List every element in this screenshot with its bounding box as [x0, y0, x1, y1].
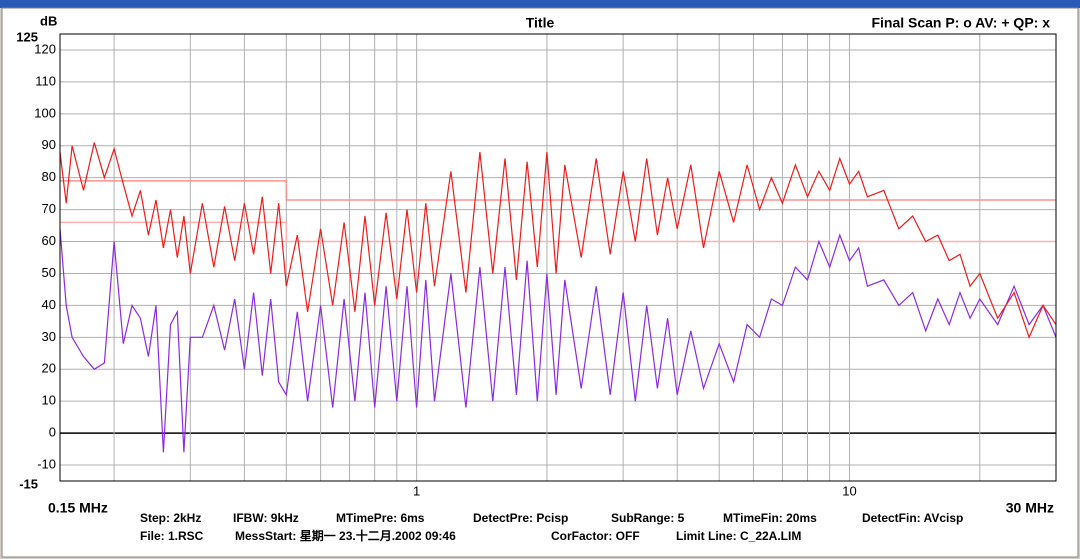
footer-info: IFBW: 9kHz [233, 511, 299, 525]
trace [59, 142, 1057, 339]
chart-title: Title [526, 15, 555, 31]
y-tick-label: 125 [16, 29, 38, 44]
y-tick-label: 50 [42, 265, 56, 280]
footer-info: MTimeFin: 20ms [723, 511, 817, 525]
y-tick-label: -15 [19, 476, 38, 491]
y-tick-label: 30 [42, 329, 56, 344]
footer-info: DetectFin: AVcisp [862, 511, 963, 525]
footer-info: SubRange: 5 [611, 511, 685, 525]
title-bar [0, 0, 1080, 8]
y-tick-label: -10 [37, 456, 56, 471]
footer-info: MTimePre: 6ms [336, 511, 425, 525]
y-tick-label: 40 [42, 297, 56, 312]
footer-info: CorFactor: OFF [551, 529, 640, 543]
limit-line [60, 180, 1056, 201]
y-tick-label: 90 [42, 137, 56, 152]
y-tick-label: 120 [34, 41, 56, 56]
y-tick-label: 10 [42, 393, 56, 408]
footer-info: Limit Line: C_22A.LIM [676, 529, 801, 543]
x-tick-label: 1 [413, 483, 420, 498]
trace [59, 228, 1057, 453]
footer-info: DetectPre: Pcisp [473, 511, 568, 525]
footer-info: Step: 2kHz [140, 511, 201, 525]
x-tick-label: 30 MHz [1006, 500, 1054, 516]
limit-line [60, 221, 1056, 243]
plot-area [60, 34, 1056, 481]
footer-info: File: 1.RSC [140, 529, 204, 543]
y-axis-label: dB [40, 13, 57, 28]
plot-frame [59, 33, 1057, 482]
y-tick-label: 100 [34, 105, 56, 120]
y-tick-label: 60 [42, 233, 56, 248]
footer-info: MessStart: 星期一 23.十二月.2002 09:46 [235, 528, 456, 543]
y-tick-label: 20 [42, 361, 56, 376]
y-tick-label: 80 [42, 169, 56, 184]
x-tick-label: 10 [842, 483, 856, 498]
y-tick-label: 110 [35, 73, 56, 88]
y-tick-label: 0 [49, 425, 56, 440]
x-tick-label: 0.15 MHz [48, 500, 108, 516]
y-tick-label: 70 [42, 201, 56, 216]
scan-legend: Final Scan P: o AV: + QP: x [871, 15, 1050, 31]
